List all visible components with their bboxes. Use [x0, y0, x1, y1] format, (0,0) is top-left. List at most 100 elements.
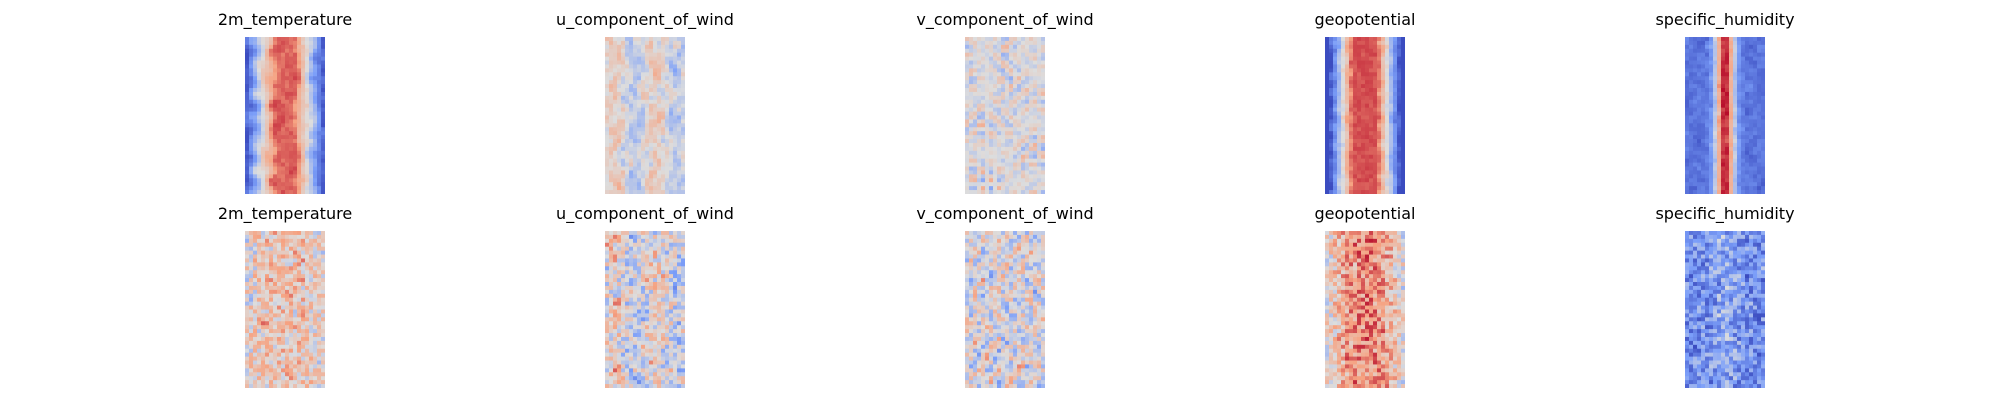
heatmap-cell [1329, 182, 1334, 187]
heatmap-cell [1753, 107, 1758, 112]
heatmap-cell [293, 282, 298, 287]
heatmap-cell [669, 242, 674, 248]
heatmap-cell [245, 142, 250, 148]
heatmap-cell [981, 158, 986, 163]
heatmap-cell [1389, 186, 1394, 191]
heatmap-cell [285, 266, 290, 271]
heatmap-cell [1329, 119, 1334, 124]
heatmap-cell [1705, 158, 1710, 163]
heatmap-cell [1041, 142, 1045, 148]
heatmap-cell [1033, 190, 1038, 194]
heatmap-cell [1753, 72, 1758, 77]
heatmap-cell [669, 150, 674, 156]
heatmap-cell [1041, 99, 1045, 105]
heatmap-cell [1365, 135, 1370, 140]
heatmap-cell [317, 368, 322, 373]
heatmap-cell [997, 139, 1002, 144]
heatmap-cell [321, 336, 325, 342]
heatmap-cell [1697, 60, 1702, 65]
heatmap-cell [1041, 115, 1045, 120]
heatmap-cell [1733, 48, 1738, 54]
heatmap-cell [605, 254, 610, 259]
heatmap-cell [1353, 99, 1358, 105]
heatmap-cell [1025, 84, 1030, 89]
heatmap-cell [1021, 150, 1026, 156]
heatmap-cell [1701, 127, 1706, 132]
heatmap-cell [965, 119, 970, 124]
heatmap-cell [649, 111, 654, 116]
heatmap-cell [609, 242, 614, 248]
heatmap-cell [289, 231, 294, 236]
heatmap-cell [1017, 64, 1022, 69]
heatmap-cell [1761, 190, 1765, 194]
heatmap-cell [249, 364, 254, 369]
heatmap-cell [249, 131, 254, 136]
heatmap-cell [1329, 139, 1334, 144]
heatmap-cell [1345, 154, 1350, 160]
heatmap-cell [641, 242, 646, 248]
heatmap-cell [309, 250, 314, 255]
heatmap-cell [649, 246, 654, 252]
heatmap-cell [257, 166, 262, 171]
heatmap-cell [1005, 131, 1010, 136]
heatmap-cell [973, 107, 978, 112]
heatmap-cell [649, 88, 654, 93]
heatmap-cell [1761, 56, 1765, 61]
heatmap-cell [301, 76, 306, 81]
heatmap-cell [1397, 170, 1402, 175]
heatmap-cell [617, 95, 622, 101]
heatmap-cell [637, 60, 642, 65]
heatmap-cell [245, 282, 250, 287]
heatmap-cell [657, 162, 662, 167]
heatmap-cell [1037, 162, 1042, 167]
heatmap-cell [969, 107, 974, 112]
heatmap-cell [641, 234, 646, 240]
heatmap-cell [317, 317, 322, 322]
heatmap-cell [1365, 68, 1370, 73]
heatmap-cell [1369, 107, 1374, 112]
heatmap-cell [305, 262, 310, 267]
panel-title-r0-c4: specific_humidity [1655, 10, 1795, 29]
heatmap-cell [1385, 56, 1390, 61]
heatmap-cell [249, 95, 254, 101]
heatmap-cell [1037, 64, 1042, 69]
heatmap-cell [1377, 186, 1382, 191]
heatmap-cell [249, 174, 254, 179]
heatmap-cell [321, 321, 325, 326]
heatmap-cell [977, 52, 982, 58]
heatmap-cell [641, 68, 646, 73]
heatmap-cell [1385, 72, 1390, 77]
heatmap-cell [673, 56, 678, 61]
heatmap-cell [997, 56, 1002, 61]
heatmap-cell [1737, 150, 1742, 156]
heatmap-cell [257, 278, 262, 283]
heatmap-cell [1033, 127, 1038, 132]
heatmap-cell [1377, 174, 1382, 179]
heatmap-cell [1721, 166, 1726, 171]
heatmap-cell [1689, 56, 1694, 61]
heatmap-cell [1349, 131, 1354, 136]
heatmap-cell [1741, 72, 1746, 77]
heatmap-cell [673, 115, 678, 120]
heatmap-cell [1005, 190, 1010, 194]
heatmap-cell [1013, 40, 1018, 46]
heatmap-cell [313, 325, 318, 330]
heatmap-cell [1377, 178, 1382, 183]
heatmap-cell [289, 170, 294, 175]
heatmap-cell [1345, 111, 1350, 116]
heatmap-cell [309, 40, 314, 46]
heatmap-cell [281, 80, 286, 85]
heatmap-cell [289, 325, 294, 330]
heatmap-cell [1753, 48, 1758, 54]
heatmap-cell [1021, 80, 1026, 85]
heatmap-cell [1345, 107, 1350, 112]
heatmap-cell [665, 190, 670, 194]
heatmap-cell [661, 64, 666, 69]
heatmap-cell [1017, 60, 1022, 65]
heatmap-cell [649, 146, 654, 152]
heatmap-cell [629, 254, 634, 259]
heatmap-cell [661, 182, 666, 187]
heatmap-cell [1757, 72, 1762, 77]
heatmap-cell [305, 368, 310, 373]
heatmap-cell [629, 174, 634, 179]
